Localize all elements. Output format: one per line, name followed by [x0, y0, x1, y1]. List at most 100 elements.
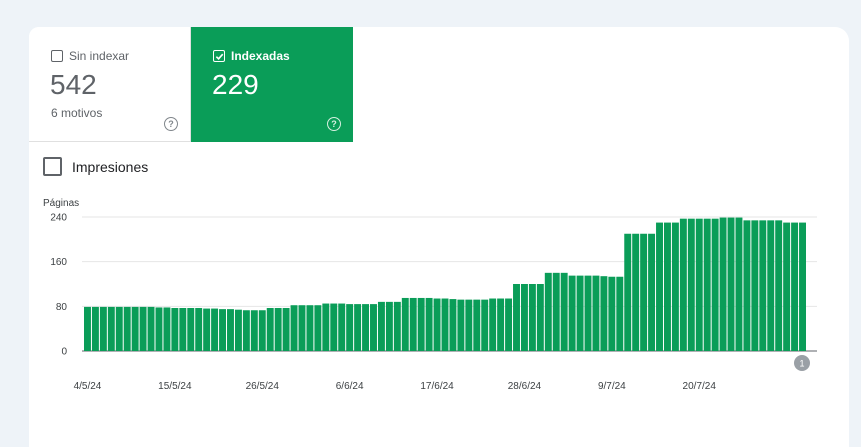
bar [727, 217, 735, 351]
x-tick-label: 26/5/24 [246, 381, 280, 392]
bar [608, 276, 616, 351]
bar [663, 222, 671, 351]
impressions-label: Impresiones [72, 158, 149, 175]
bar [187, 308, 195, 351]
bar [743, 220, 751, 351]
y-tick-label: 0 [61, 347, 67, 358]
bar [195, 308, 203, 351]
bar [84, 306, 91, 351]
bar [393, 301, 401, 351]
bar [711, 218, 719, 351]
bar [370, 304, 377, 351]
bar [338, 303, 346, 351]
bar [481, 299, 489, 351]
indexed-checkbox[interactable] [213, 50, 225, 62]
bar [425, 297, 433, 351]
indexed-label: Indexadas [231, 49, 290, 63]
bar [219, 309, 227, 351]
bar [147, 306, 155, 351]
bar [242, 310, 250, 351]
bar [362, 304, 370, 351]
bar [791, 222, 799, 351]
bar [505, 298, 513, 351]
x-tick-label: 4/5/24 [74, 381, 102, 392]
tile-not-indexed[interactable]: Sin indexar 542 6 motivos ? [29, 27, 191, 142]
bar [441, 298, 449, 351]
bar [282, 308, 290, 351]
bar [632, 233, 640, 351]
bar [520, 284, 528, 351]
impressions-checkbox[interactable] [43, 157, 62, 176]
bar [123, 306, 131, 351]
bar [799, 222, 806, 351]
bar [735, 217, 743, 351]
check-icon [215, 53, 223, 60]
bar [767, 220, 775, 351]
bar [775, 220, 783, 351]
bar [473, 299, 481, 351]
tile-indexed[interactable]: Indexadas 229 ? [191, 27, 353, 142]
bar [107, 306, 115, 351]
bar [306, 305, 314, 351]
bar [346, 304, 354, 351]
not-indexed-checkbox[interactable] [51, 50, 63, 62]
bar [489, 298, 497, 351]
bar [528, 284, 536, 351]
bar [99, 306, 107, 351]
bar [640, 233, 648, 351]
bar [290, 305, 298, 351]
bar [227, 309, 234, 351]
not-indexed-count: 542 [50, 69, 97, 100]
x-tick-label: 15/5/24 [158, 381, 192, 392]
bar [211, 308, 219, 351]
bar [584, 275, 592, 351]
bar [719, 217, 727, 351]
bar [377, 301, 385, 351]
not-indexed-label: Sin indexar [69, 49, 130, 63]
bar [536, 284, 544, 351]
bar [433, 298, 441, 351]
help-icon[interactable]: ? [327, 117, 341, 131]
x-tick-label: 9/7/24 [598, 381, 626, 392]
help-icon[interactable]: ? [164, 117, 178, 131]
x-tick-label: 28/6/24 [508, 381, 542, 392]
bar [568, 275, 576, 351]
x-tick-label: 20/7/24 [683, 381, 717, 392]
bar [592, 275, 600, 351]
bar [497, 298, 505, 351]
bar [703, 218, 711, 351]
bar [671, 222, 679, 351]
tile-indexed-header: Indexadas [213, 49, 290, 63]
y-tick-label: 160 [50, 257, 67, 268]
bar [679, 218, 687, 351]
bar [274, 308, 282, 351]
indexed-count: 229 [212, 69, 259, 100]
bar [155, 307, 163, 351]
tile-not-indexed-header: Sin indexar [51, 49, 129, 63]
bar [759, 220, 767, 351]
impressions-toggle[interactable]: Impresiones [43, 157, 148, 176]
bar [695, 218, 703, 351]
bar [552, 272, 560, 351]
bar [203, 308, 211, 351]
bar [544, 272, 552, 351]
bar [330, 303, 338, 351]
bar [656, 222, 663, 351]
bar [91, 306, 99, 351]
bar [298, 305, 306, 351]
x-tick-label: 6/6/24 [336, 381, 364, 392]
bar [751, 220, 759, 351]
y-tick-label: 240 [50, 213, 67, 224]
bar [171, 308, 179, 351]
bar [322, 303, 330, 351]
bar [624, 233, 632, 351]
y-tick-label: 80 [56, 302, 68, 313]
index-coverage-card: Sin indexar 542 6 motivos ? Indexadas 22… [29, 27, 849, 447]
bar [783, 222, 791, 351]
bar [687, 218, 695, 351]
bar [258, 310, 266, 351]
indexed-pages-chart: Páginas 0 80 160 240 4/5/24 15/5/24 26/5/24 6/6/… [43, 198, 817, 392]
bar [131, 306, 139, 351]
bar [314, 305, 322, 351]
bar [250, 310, 258, 351]
